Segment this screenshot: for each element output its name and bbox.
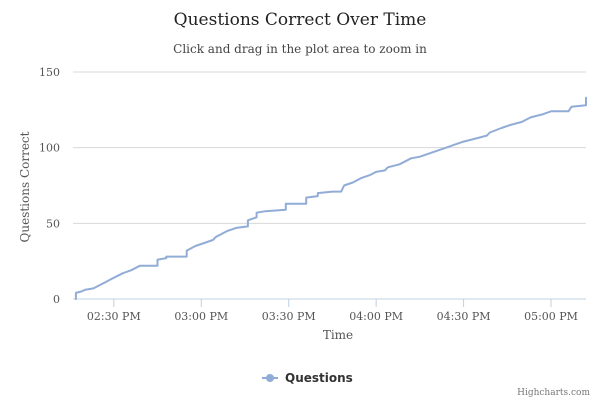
legend-label: Questions	[285, 371, 353, 385]
y-axis-title: Questions Correct	[18, 131, 32, 242]
credits-link[interactable]: Highcharts.com	[517, 388, 590, 398]
x-axis-ticks: 02:30 PM 03:00 PM 03:30 PM 04:00 PM 04:30 PM…	[87, 299, 578, 323]
chart-subtitle: Click and drag in the plot area to zoom …	[173, 42, 427, 56]
series-layer	[74, 96, 587, 300]
legend-marker-symbol	[266, 374, 274, 382]
y-tick-label: 100	[39, 142, 60, 155]
x-tick-label: 05:00 PM	[524, 310, 578, 323]
y-axis-ticks: 0 50 100 150	[39, 66, 60, 306]
y-tick-label: 150	[39, 66, 60, 79]
grid-lines	[73, 71, 586, 300]
x-axis-title: Time	[323, 328, 353, 342]
x-tick-label: 03:30 PM	[262, 310, 316, 323]
y-tick-label: 50	[46, 217, 60, 230]
x-tick-label: 04:30 PM	[437, 310, 491, 323]
x-tick-label: 03:00 PM	[174, 310, 228, 323]
series-line[interactable]	[74, 96, 587, 300]
legend[interactable]: Questions	[262, 371, 353, 385]
x-tick-label: 04:00 PM	[349, 310, 403, 323]
x-tick-label: 02:30 PM	[87, 310, 141, 323]
y-tick-label: 0	[53, 293, 60, 306]
chart-title: Questions Correct Over Time	[174, 10, 427, 30]
